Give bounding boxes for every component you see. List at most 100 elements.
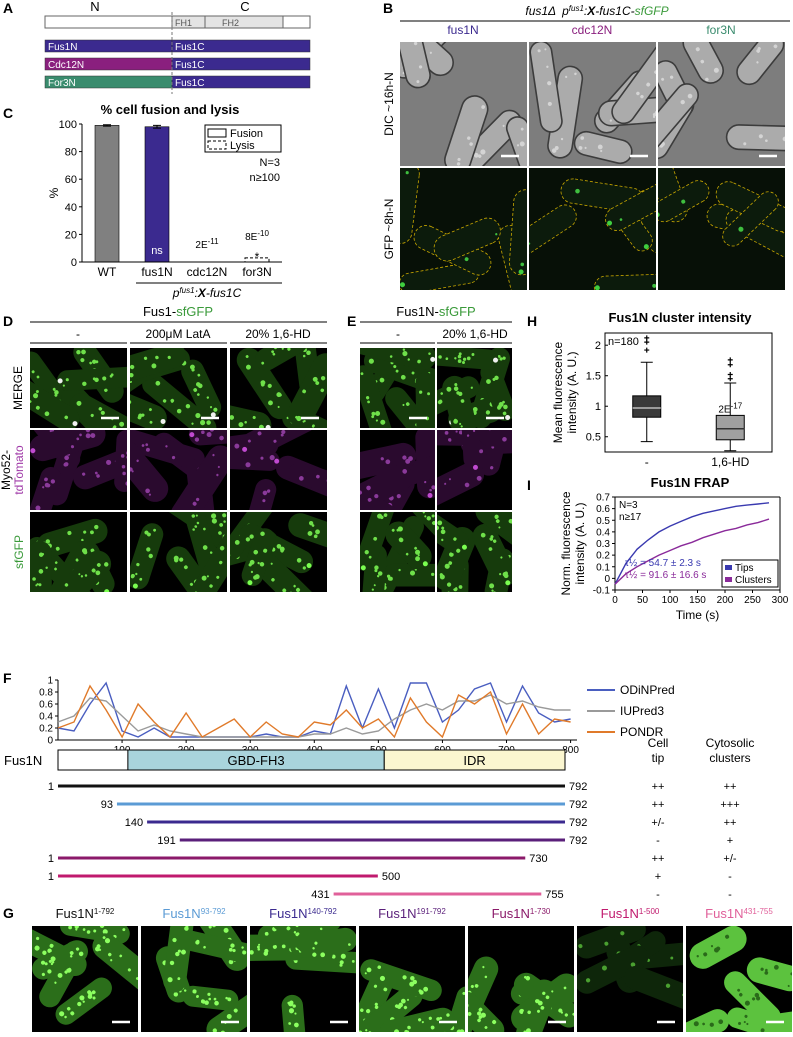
spot	[417, 359, 421, 364]
spot	[295, 926, 299, 928]
spot	[209, 584, 213, 588]
spot	[462, 991, 465, 995]
spot	[429, 51, 432, 54]
spot	[200, 420, 206, 426]
y-tick-label: 0.5	[596, 516, 610, 527]
panel-letter: C	[3, 105, 13, 121]
cell-body	[433, 217, 501, 262]
spot	[64, 1015, 67, 1019]
spot	[360, 372, 364, 376]
cell	[360, 365, 396, 428]
cell	[240, 430, 318, 458]
spot	[525, 541, 529, 545]
p-value-part: 8E	[245, 232, 258, 243]
spot	[572, 1012, 574, 1016]
construct-start: 1	[48, 853, 54, 865]
spot	[687, 93, 693, 99]
spot	[65, 592, 71, 598]
spot	[565, 75, 568, 79]
tip-spot	[132, 583, 138, 589]
column-header: Cell	[648, 736, 669, 750]
construct-end: 792	[569, 781, 587, 793]
spot	[377, 965, 382, 969]
outlier	[727, 371, 733, 377]
legend-label: Tips	[735, 563, 754, 574]
spot	[718, 1019, 724, 1025]
micrograph	[400, 26, 527, 166]
spot	[232, 948, 236, 953]
spot	[44, 411, 50, 417]
spot	[765, 968, 768, 972]
spot	[311, 425, 315, 428]
cell	[408, 512, 435, 542]
spot	[457, 359, 462, 363]
spot	[337, 540, 343, 546]
spot	[502, 124, 505, 127]
spot	[214, 1000, 218, 1004]
spot	[175, 951, 180, 957]
spot	[738, 1021, 742, 1025]
spot	[184, 926, 189, 931]
image-label: Fus1N93-792	[162, 906, 226, 921]
spot	[208, 997, 212, 1001]
p-value-part: -17	[731, 401, 743, 410]
cell-body	[172, 928, 247, 963]
spot	[244, 421, 247, 424]
spot	[130, 575, 135, 579]
spot	[368, 555, 372, 559]
construct-label: For3N	[48, 78, 76, 89]
y-tick-label: -0.1	[593, 586, 611, 597]
tip-spot	[57, 378, 63, 384]
spot	[35, 584, 38, 587]
tip-spot	[518, 269, 524, 275]
cell	[379, 1007, 456, 1032]
spot	[203, 945, 206, 949]
spot	[700, 59, 705, 64]
spot	[276, 544, 282, 549]
spot	[459, 422, 462, 425]
spot	[495, 232, 498, 236]
region-label: N	[90, 0, 99, 14]
spot	[87, 994, 93, 999]
spot	[211, 518, 217, 524]
spot	[497, 355, 501, 358]
column-label: 20% 1,6-HD	[245, 327, 311, 341]
spot	[383, 513, 388, 517]
spot	[217, 465, 220, 469]
spot	[494, 514, 499, 519]
spot	[66, 967, 72, 973]
spot	[106, 459, 112, 465]
domain-label: FH1	[175, 18, 192, 28]
cell	[288, 463, 327, 499]
spot	[1, 381, 7, 387]
spot	[580, 136, 585, 140]
spot	[344, 486, 347, 489]
tip-spot	[367, 631, 372, 636]
spot	[110, 959, 113, 962]
y-tick-label: 100	[59, 119, 77, 131]
p-value-part: 2E	[718, 404, 731, 415]
spot	[162, 399, 167, 403]
cell	[686, 1009, 730, 1032]
group-label: pfus1:X-fus1C	[172, 286, 242, 301]
spot	[315, 529, 320, 535]
series-line	[614, 502, 770, 585]
spot	[446, 595, 448, 597]
y-axis-label: Mean fluorescence	[551, 341, 565, 443]
micrograph	[30, 512, 127, 598]
spot	[212, 1028, 217, 1032]
spot	[313, 921, 317, 925]
spot	[604, 941, 609, 946]
spot	[54, 393, 58, 397]
spot	[431, 572, 435, 577]
micrograph	[360, 512, 435, 636]
micrograph	[130, 430, 227, 510]
spot	[402, 403, 405, 406]
spot	[313, 534, 318, 539]
spot	[102, 936, 106, 940]
spot	[408, 26, 414, 32]
y-tick-label: 0.1	[596, 562, 610, 573]
annotation: n≥17	[619, 512, 642, 523]
spot	[271, 578, 275, 582]
spot	[315, 381, 320, 385]
